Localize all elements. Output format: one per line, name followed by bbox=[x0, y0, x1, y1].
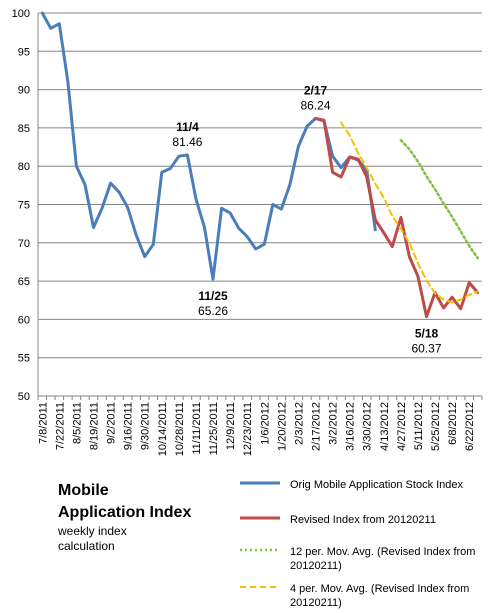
x-tick-label: 3/2/2012 bbox=[328, 402, 340, 445]
y-tick-label-55: 55 bbox=[18, 353, 30, 365]
x-tick-label: 10/14/2011 bbox=[157, 402, 169, 456]
series-line-3 bbox=[340, 121, 479, 304]
legend-item-revised-index: Revised Index from 20120211 bbox=[240, 513, 480, 527]
x-tick-label: 9/16/2011 bbox=[123, 402, 135, 450]
x-tick-label: 12/23/2011 bbox=[242, 402, 254, 456]
y-tick-label-95: 95 bbox=[18, 46, 30, 58]
chart-subtitle: weekly index calculation bbox=[58, 524, 127, 553]
chart-title-line2: Application Index bbox=[58, 504, 192, 521]
x-tick-label: 4/27/2012 bbox=[396, 402, 408, 451]
annotation-date: 5/18 bbox=[415, 327, 439, 341]
x-tick-label: 9/30/2011 bbox=[140, 402, 152, 450]
y-tick-label-85: 85 bbox=[18, 123, 30, 135]
legend-swatch-4-mov-avg bbox=[240, 586, 280, 588]
x-tick-label: 7/22/2011 bbox=[54, 402, 66, 450]
annotation-date: 2/17 bbox=[304, 83, 328, 97]
y-tick-label-60: 60 bbox=[18, 314, 30, 326]
x-tick-label: 7/8/2011 bbox=[37, 402, 49, 444]
annotation-date: 11/4 bbox=[176, 120, 199, 134]
annotation-value: 60.37 bbox=[411, 342, 441, 356]
y-tick-label-70: 70 bbox=[18, 238, 30, 250]
x-tick-label: 8/19/2011 bbox=[89, 402, 101, 450]
chart-title: Mobile Application Index bbox=[58, 480, 191, 524]
y-tick-label-90: 90 bbox=[18, 85, 30, 97]
x-tick-label: 6/22/2012 bbox=[464, 402, 476, 451]
legend-swatch-orig-index bbox=[240, 481, 280, 485]
x-tick-label: 12/9/2011 bbox=[225, 402, 237, 450]
x-tick-label: 8/5/2011 bbox=[71, 402, 83, 444]
x-tick-label: 5/25/2012 bbox=[430, 402, 442, 451]
annotation-date: 11/25 bbox=[198, 289, 228, 303]
x-tick-label: 4/13/2012 bbox=[379, 402, 391, 451]
series-line-1 bbox=[314, 116, 480, 319]
legend-item-12-mov-avg: 12 per. Mov. Avg. (Revised Index from 20… bbox=[240, 545, 480, 573]
x-tick-label: 11/11/2011 bbox=[191, 402, 203, 455]
x-tick-label: 5/11/2012 bbox=[413, 402, 425, 450]
x-tick-label: 1/6/2012 bbox=[259, 402, 271, 445]
annotation-value: 65.26 bbox=[198, 304, 228, 318]
legend-label-revised-index: Revised Index from 20120211 bbox=[290, 514, 436, 526]
x-tick-label: 3/16/2012 bbox=[345, 402, 357, 451]
legend-label-4-mov-avg: 4 per. Mov. Avg. (Revised Index from 201… bbox=[290, 583, 470, 609]
x-tick-label: 9/2/2011 bbox=[106, 402, 118, 444]
chart-title-line1: Mobile bbox=[58, 482, 109, 499]
annotation-value: 86.24 bbox=[300, 98, 330, 112]
x-tick-label: 6/8/2012 bbox=[447, 402, 459, 445]
y-tick-label-80: 80 bbox=[18, 161, 30, 173]
y-tick-label-100: 100 bbox=[12, 8, 30, 20]
legend-label-12-mov-avg: 12 per. Mov. Avg. (Revised Index from 20… bbox=[290, 546, 476, 572]
legend-swatch-revised-index bbox=[240, 516, 280, 520]
legend-item-orig-index: Orig Mobile Application Stock Index bbox=[240, 478, 480, 492]
series-line-2 bbox=[399, 138, 479, 260]
legend-swatch-12-mov-avg bbox=[240, 548, 280, 552]
x-tick-label: 1/20/2012 bbox=[276, 402, 288, 451]
x-tick-label: 11/25/2011 bbox=[208, 402, 220, 455]
y-tick-label-75: 75 bbox=[18, 200, 30, 212]
x-tick-label: 2/3/2012 bbox=[293, 402, 305, 445]
x-tick-label: 2/17/2012 bbox=[311, 402, 323, 451]
series-line-0 bbox=[40, 11, 377, 281]
y-tick-label-65: 65 bbox=[18, 276, 30, 288]
x-tick-label: 3/30/2012 bbox=[362, 402, 374, 451]
legend-label-orig-index: Orig Mobile Application Stock Index bbox=[290, 479, 464, 491]
annotation-value: 81.46 bbox=[172, 135, 202, 149]
x-tick-label: 10/28/2011 bbox=[174, 402, 186, 456]
legend-item-4-mov-avg: 4 per. Mov. Avg. (Revised Index from 201… bbox=[240, 582, 480, 610]
y-tick-label-50: 50 bbox=[18, 391, 30, 403]
